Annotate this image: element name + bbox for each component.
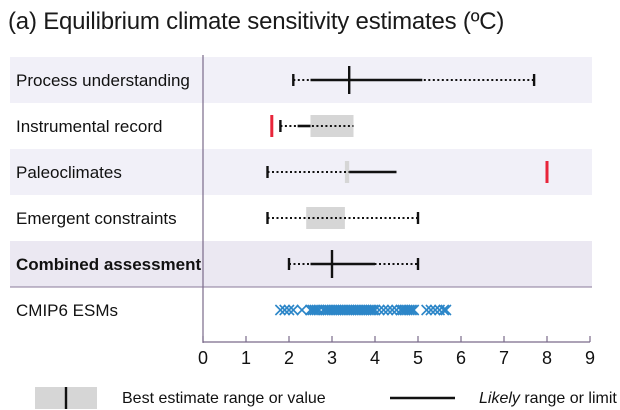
esm-marker — [408, 304, 420, 316]
esm-marker — [386, 304, 398, 316]
esm-marker-stroke — [429, 304, 441, 316]
esm-marker-stroke — [279, 304, 291, 316]
esm-marker-stroke — [405, 304, 418, 316]
esm-marker-stroke — [386, 304, 398, 316]
legend-line-label-italic: Likely — [479, 390, 521, 407]
row-label: Process understanding — [16, 71, 190, 90]
row-label: Paleoclimates — [16, 163, 122, 182]
legend-line-label-rest: range or limit — [520, 390, 617, 407]
legend-line-label: Likely range or limit — [479, 390, 617, 407]
esm-marker — [287, 304, 299, 316]
row-label: Instrumental record — [16, 117, 162, 136]
esm-marker-stroke — [296, 304, 308, 316]
esm-marker-stroke — [287, 304, 299, 316]
esm-marker — [373, 304, 385, 316]
x-tick-label: 0 — [198, 348, 208, 368]
esm-marker — [421, 304, 433, 316]
x-tick-label: 4 — [370, 348, 380, 368]
esm-marker-stroke — [440, 304, 452, 316]
esm-marker-stroke — [283, 304, 295, 316]
x-tick-label: 1 — [241, 348, 251, 368]
x-tick-label: 6 — [456, 348, 466, 368]
esm-marker — [405, 304, 418, 316]
esm-marker-stroke — [369, 304, 381, 316]
row-band — [10, 241, 592, 287]
esm-marker — [365, 304, 377, 316]
best-estimate-range — [306, 207, 345, 229]
legend-box-label: Best estimate range or value — [122, 390, 326, 407]
esm-marker-stroke — [274, 304, 286, 316]
esm-marker — [378, 304, 390, 316]
esm-marker-stroke — [309, 304, 321, 316]
x-tick-label: 2 — [284, 348, 294, 368]
esm-marker — [369, 304, 381, 316]
esm-marker — [425, 304, 437, 316]
esm-marker — [279, 304, 291, 316]
chart-title: (a) Equilibrium climate sensitivity esti… — [8, 8, 505, 35]
esm-marker-stroke — [421, 304, 433, 316]
x-tick-label: 7 — [499, 348, 509, 368]
esm-marker — [440, 304, 452, 316]
x-tick-label: 9 — [585, 348, 595, 368]
esm-marker — [403, 304, 415, 316]
best-estimate-range — [344, 161, 350, 183]
esm-marker-stroke — [403, 304, 415, 316]
x-tick-label: 3 — [327, 348, 337, 368]
esm-marker-stroke — [438, 304, 450, 316]
esm-marker — [438, 304, 450, 316]
esm-marker-stroke — [365, 304, 377, 316]
esm-marker — [309, 304, 321, 316]
row-label: Emergent constraints — [16, 209, 177, 228]
esm-marker — [274, 304, 286, 316]
esm-marker-stroke — [425, 304, 437, 316]
esm-marker-stroke — [408, 304, 420, 316]
x-tick-label: 8 — [542, 348, 552, 368]
esm-marker-stroke — [382, 304, 394, 316]
row-label: CMIP6 ESMs — [16, 301, 118, 320]
esm-marker — [429, 304, 441, 316]
esm-marker — [283, 304, 295, 316]
esm-marker-stroke — [373, 304, 385, 316]
esm-marker — [382, 304, 394, 316]
x-tick-label: 5 — [413, 348, 423, 368]
esm-marker-stroke — [378, 304, 390, 316]
row-band — [10, 57, 592, 103]
esm-marker — [296, 304, 308, 316]
row-label: Combined assessment — [16, 255, 202, 274]
best-estimate-range — [310, 115, 354, 137]
